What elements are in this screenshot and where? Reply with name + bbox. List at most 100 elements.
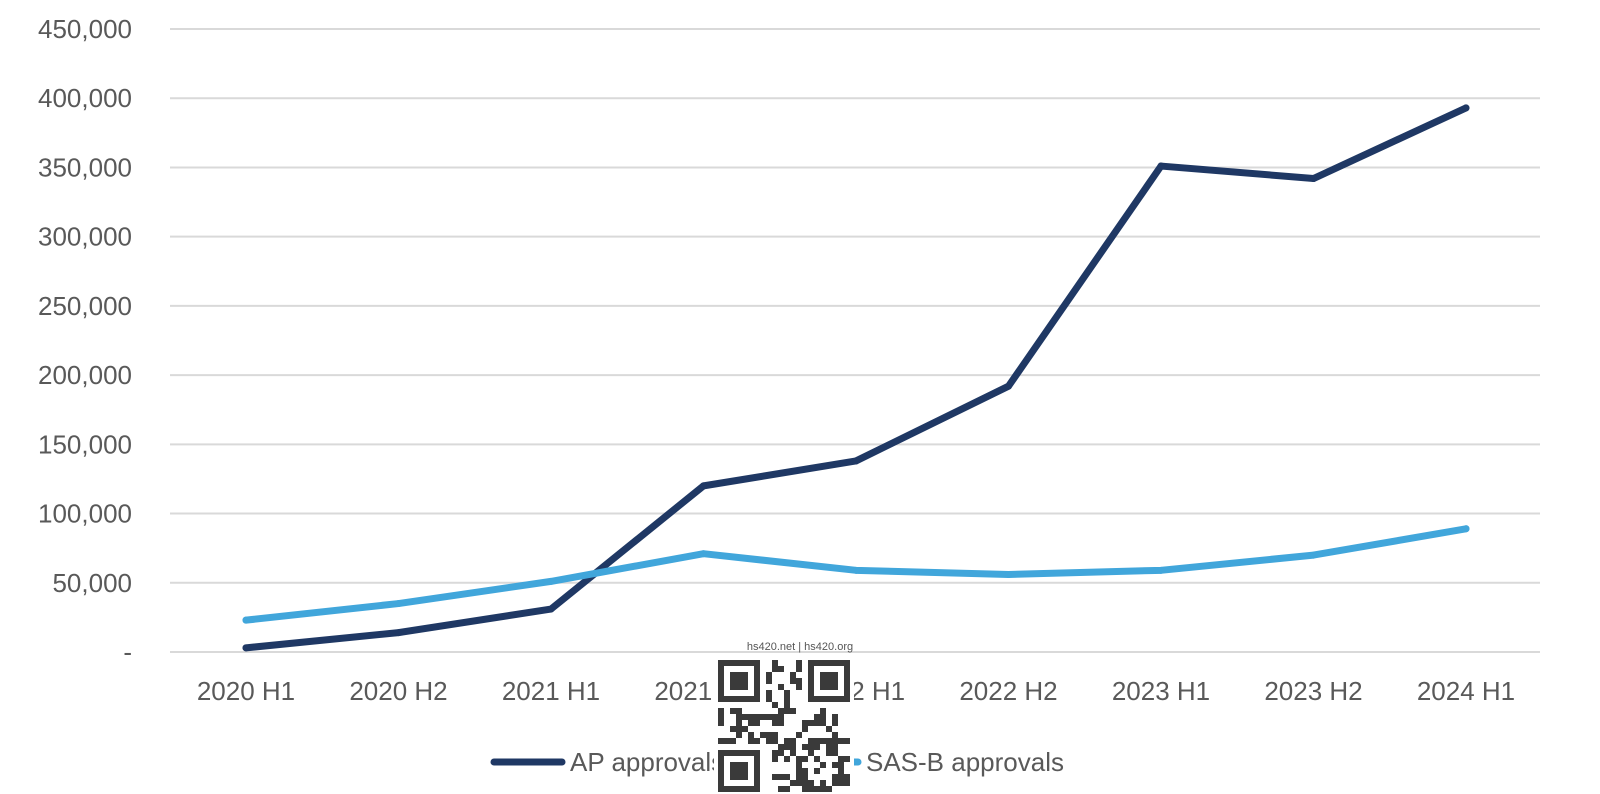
qr-module [778,708,784,714]
qr-module [796,774,802,780]
qr-module [814,714,820,720]
y-tick-label: 50,000 [52,568,132,598]
qr-module [796,660,802,666]
qr-module [772,732,778,738]
qr-module [838,774,844,780]
qr-finder-core [820,672,838,690]
x-tick-label: 2023 H2 [1264,676,1362,706]
qr-module [760,732,766,738]
data-point [1310,551,1317,559]
qr-module [790,750,796,756]
qr-module [832,774,838,780]
qr-module [820,720,826,726]
qr-module [784,738,790,744]
qr-module [778,786,784,792]
qr-module [838,762,844,768]
qr-module [808,750,814,756]
qr-module [832,732,838,738]
qr-module [772,660,778,666]
y-tick-label: 450,000 [38,14,132,44]
data-point [395,600,402,608]
qr-module [772,738,778,744]
qr-module [808,780,814,786]
qr-module [832,744,838,750]
qr-module [754,720,760,726]
qr-module [778,744,784,750]
qr-module [844,738,850,744]
legend-label: SAS-B approvals [866,747,1064,777]
qr-module [814,768,820,774]
qr-module [772,750,778,756]
qr-module [820,738,826,744]
data-point [1157,162,1165,170]
y-tick-label: 250,000 [38,291,132,321]
qr-module [802,720,808,726]
qr-module [748,738,754,744]
qr-module [742,726,748,732]
qr-module [772,702,778,708]
data-point [242,644,250,652]
watermark-text: hs420.net | hs420.org [747,641,853,653]
qr-module [820,780,826,786]
x-tick-label: 2021 H1 [502,676,600,706]
qr-module [784,756,790,762]
legend: AP approvals SAS-B approvals [490,747,1064,777]
series-1 [242,525,1470,624]
qr-module [826,744,832,750]
y-tick-label: 100,000 [38,499,132,529]
qr-module [784,696,790,702]
qr-code-icon [714,656,854,794]
qr-module [742,714,748,720]
qr-module [832,738,838,744]
qr-module [778,714,784,720]
qr-module [796,666,802,672]
qr-module [790,738,796,744]
qr-module [766,696,772,702]
qr-module [832,720,838,726]
qr-module [736,732,742,738]
qr-module [790,708,796,714]
qr-finder-core [730,672,748,690]
y-tick-label: 400,000 [38,83,132,113]
qr-module [760,714,766,720]
qr-module [802,780,808,786]
data-point [1462,525,1470,533]
qr-module [814,744,820,750]
qr-module [796,768,802,774]
qr-module [832,762,838,768]
y-tick-label: 350,000 [38,152,132,182]
qr-module [766,732,772,738]
qr-module [802,774,808,780]
qr-module [784,786,790,792]
qr-module [772,714,778,720]
qr-module [814,786,820,792]
data-point [852,457,860,465]
qr-module [814,756,820,762]
qr-module [844,756,850,762]
qr-finder-core [730,762,748,780]
qr-module [784,690,790,696]
qr-module [802,786,808,792]
data-point [1310,175,1317,183]
qr-module [826,750,832,756]
qr-module [766,678,772,684]
qr-module [844,774,850,780]
qr-module [718,714,724,720]
qr-module [778,684,784,690]
qr-module [796,780,802,786]
qr-module [766,690,772,696]
qr-module [832,714,838,720]
qr-module [838,738,844,744]
qr-module [736,708,742,714]
qr-module [820,762,826,768]
qr-module [784,702,790,708]
qr-module [796,678,802,684]
series-lines [242,104,1470,652]
qr-module [826,738,832,744]
qr-module [730,708,736,714]
x-tick-label: 2022 H2 [959,676,1057,706]
qr-module [736,726,742,732]
x-tick-label: 2020 H2 [349,676,447,706]
series-line [242,525,1470,624]
